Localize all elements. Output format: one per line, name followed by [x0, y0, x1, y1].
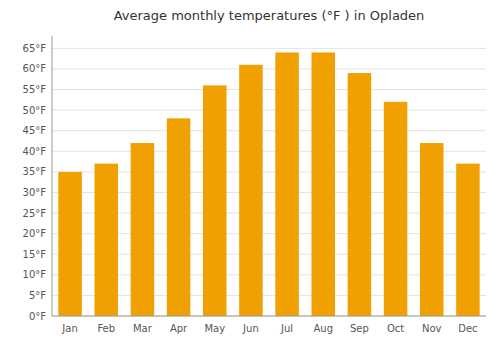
grid-line: [52, 130, 486, 131]
x-tick-label: Jan: [61, 323, 77, 334]
bars: [58, 52, 479, 316]
x-tick-label: Dec: [458, 323, 477, 334]
y-tick-label: 45°F: [23, 125, 47, 136]
grid-line: [52, 89, 486, 90]
bar: [203, 85, 227, 316]
bar: [311, 52, 335, 316]
x-tick-label: Apr: [170, 323, 188, 334]
x-tick-label: Jun: [242, 323, 259, 334]
bar: [94, 164, 118, 316]
y-tick-label: 35°F: [23, 166, 47, 177]
bar: [384, 102, 408, 316]
x-tick-label: May: [204, 323, 225, 334]
y-tick-label: 10°F: [23, 269, 47, 280]
x-tick-label: Mar: [133, 323, 153, 334]
chart-svg: Average monthly temperatures (°F ) in Op…: [0, 0, 500, 350]
y-tick-label: 50°F: [23, 105, 47, 116]
y-tick-label: 5°F: [29, 290, 46, 301]
y-tick-label: 15°F: [23, 249, 47, 260]
grid-line: [52, 68, 486, 69]
grid-line: [52, 316, 486, 317]
chart-container: Average monthly temperatures (°F ) in Op…: [0, 0, 500, 350]
grid-line: [52, 110, 486, 111]
grid-line: [52, 48, 486, 49]
bar: [167, 118, 191, 316]
x-tick-label: Jul: [280, 323, 293, 334]
y-axis: 0°F 5°F 10°F 15°F 20°F 25°F 30°F 35°F 40°F 45°F 50…: [23, 36, 52, 322]
bar: [131, 143, 155, 316]
grid: [52, 48, 486, 316]
x-tick-label: Nov: [422, 323, 442, 334]
x-tick-label: Aug: [313, 323, 333, 334]
page: {"chart_data": {"type": "bar", "title": …: [0, 0, 500, 350]
y-axis-line: [52, 36, 53, 316]
x-tick-label: Feb: [97, 323, 115, 334]
x-axis: Jan Feb Mar Apr May Jun Jul Aug Sep Oct Nov Dec: [52, 316, 486, 334]
y-tick-label: 65°F: [23, 43, 47, 54]
bar: [275, 52, 299, 316]
y-tick-label: 30°F: [23, 187, 47, 198]
x-tick-label: Oct: [387, 323, 404, 334]
y-tick-label: 20°F: [23, 228, 47, 239]
bar: [456, 164, 480, 316]
bar: [239, 65, 263, 316]
x-axis-line: [52, 316, 486, 317]
x-tick-label: Sep: [350, 323, 369, 334]
bar: [420, 143, 444, 316]
title: Average monthly temperatures (°F ) in Op…: [114, 8, 425, 23]
y-tick-label: 55°F: [23, 84, 47, 95]
bar: [348, 73, 372, 316]
y-tick-label: 60°F: [23, 63, 47, 74]
y-tick-label: 40°F: [23, 146, 47, 157]
bar: [58, 172, 82, 316]
y-tick-label: 25°F: [23, 208, 47, 219]
y-tick-label: 0°F: [29, 311, 46, 322]
